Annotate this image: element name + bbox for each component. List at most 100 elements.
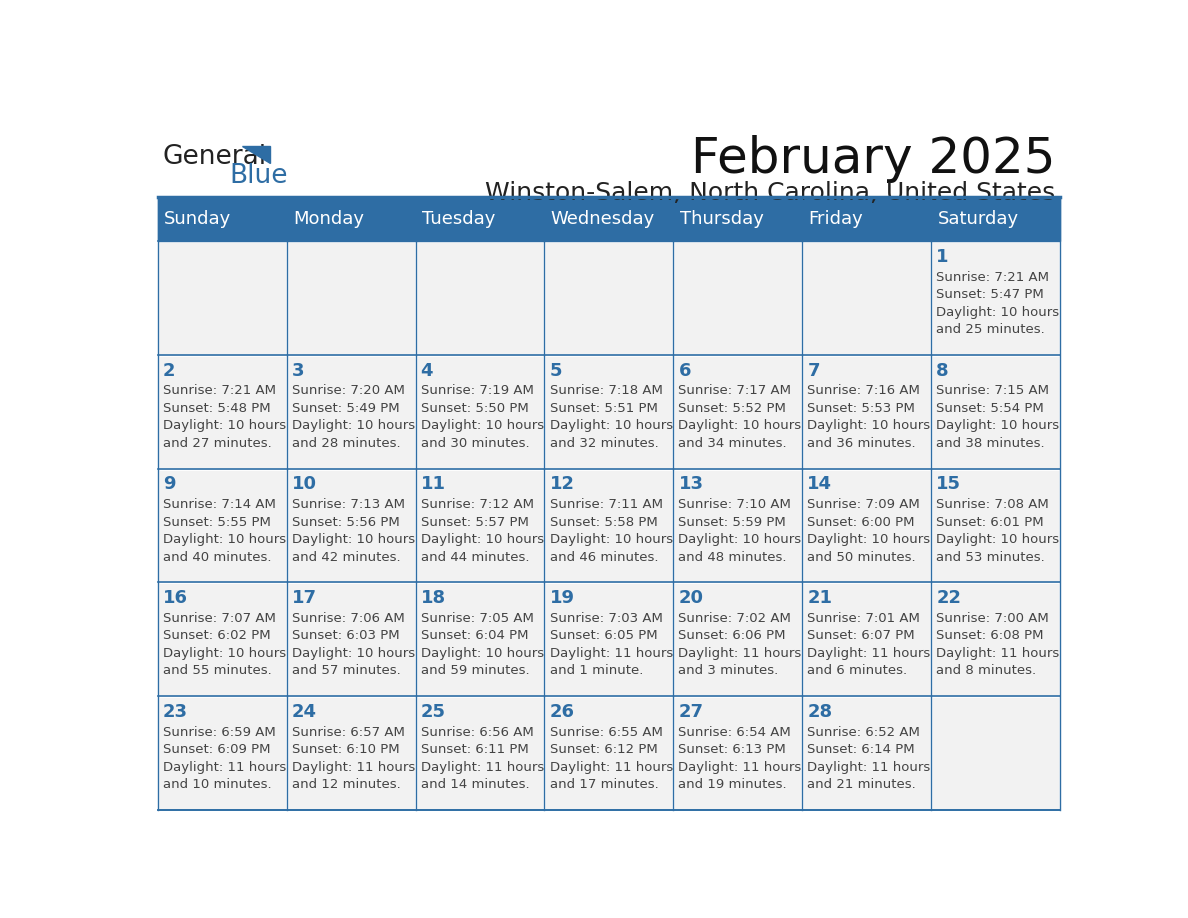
Text: Monday: Monday [293, 210, 364, 228]
Text: Sunrise: 7:09 AM
Sunset: 6:00 PM
Daylight: 10 hours
and 50 minutes.: Sunrise: 7:09 AM Sunset: 6:00 PM Dayligh… [808, 498, 930, 564]
Text: Sunrise: 7:18 AM
Sunset: 5:51 PM
Daylight: 10 hours
and 32 minutes.: Sunrise: 7:18 AM Sunset: 5:51 PM Dayligh… [550, 385, 672, 450]
FancyBboxPatch shape [674, 197, 802, 241]
Text: Sunrise: 7:01 AM
Sunset: 6:07 PM
Daylight: 11 hours
and 6 minutes.: Sunrise: 7:01 AM Sunset: 6:07 PM Dayligh… [808, 612, 930, 677]
Text: Sunrise: 6:56 AM
Sunset: 6:11 PM
Daylight: 11 hours
and 14 minutes.: Sunrise: 6:56 AM Sunset: 6:11 PM Dayligh… [421, 726, 544, 791]
Text: Sunrise: 7:13 AM
Sunset: 5:56 PM
Daylight: 10 hours
and 42 minutes.: Sunrise: 7:13 AM Sunset: 5:56 PM Dayligh… [292, 498, 415, 564]
Text: 20: 20 [678, 589, 703, 607]
Text: Sunrise: 7:12 AM
Sunset: 5:57 PM
Daylight: 10 hours
and 44 minutes.: Sunrise: 7:12 AM Sunset: 5:57 PM Dayligh… [421, 498, 544, 564]
Text: Sunrise: 7:19 AM
Sunset: 5:50 PM
Daylight: 10 hours
and 30 minutes.: Sunrise: 7:19 AM Sunset: 5:50 PM Dayligh… [421, 385, 544, 450]
Text: 8: 8 [936, 362, 949, 379]
Text: Blue: Blue [229, 163, 287, 189]
Text: Wednesday: Wednesday [551, 210, 655, 228]
FancyBboxPatch shape [931, 241, 1060, 354]
Text: 2: 2 [163, 362, 176, 379]
FancyBboxPatch shape [674, 696, 802, 810]
Text: 3: 3 [292, 362, 304, 379]
FancyBboxPatch shape [158, 696, 286, 810]
Text: 28: 28 [808, 703, 833, 721]
Text: 5: 5 [550, 362, 562, 379]
Text: 6: 6 [678, 362, 691, 379]
FancyBboxPatch shape [416, 696, 544, 810]
FancyBboxPatch shape [416, 468, 544, 582]
FancyBboxPatch shape [544, 354, 674, 468]
Text: Sunrise: 7:03 AM
Sunset: 6:05 PM
Daylight: 11 hours
and 1 minute.: Sunrise: 7:03 AM Sunset: 6:05 PM Dayligh… [550, 612, 672, 677]
Text: 13: 13 [678, 476, 703, 493]
Text: 12: 12 [550, 476, 575, 493]
FancyBboxPatch shape [158, 582, 286, 696]
FancyBboxPatch shape [286, 197, 416, 241]
Text: 25: 25 [421, 703, 446, 721]
FancyBboxPatch shape [158, 241, 286, 354]
Text: 15: 15 [936, 476, 961, 493]
Text: 10: 10 [292, 476, 317, 493]
FancyBboxPatch shape [674, 354, 802, 468]
FancyBboxPatch shape [544, 197, 674, 241]
FancyBboxPatch shape [158, 197, 286, 241]
Text: Sunrise: 7:07 AM
Sunset: 6:02 PM
Daylight: 10 hours
and 55 minutes.: Sunrise: 7:07 AM Sunset: 6:02 PM Dayligh… [163, 612, 286, 677]
Text: Sunrise: 7:11 AM
Sunset: 5:58 PM
Daylight: 10 hours
and 46 minutes.: Sunrise: 7:11 AM Sunset: 5:58 PM Dayligh… [550, 498, 672, 564]
Text: 18: 18 [421, 589, 446, 607]
Text: Sunrise: 7:08 AM
Sunset: 6:01 PM
Daylight: 10 hours
and 53 minutes.: Sunrise: 7:08 AM Sunset: 6:01 PM Dayligh… [936, 498, 1060, 564]
FancyBboxPatch shape [802, 197, 931, 241]
Text: Friday: Friday [809, 210, 864, 228]
Text: Sunrise: 6:55 AM
Sunset: 6:12 PM
Daylight: 11 hours
and 17 minutes.: Sunrise: 6:55 AM Sunset: 6:12 PM Dayligh… [550, 726, 672, 791]
Text: Sunrise: 7:16 AM
Sunset: 5:53 PM
Daylight: 10 hours
and 36 minutes.: Sunrise: 7:16 AM Sunset: 5:53 PM Dayligh… [808, 385, 930, 450]
FancyBboxPatch shape [416, 197, 544, 241]
FancyBboxPatch shape [544, 582, 674, 696]
Text: 17: 17 [292, 589, 317, 607]
Text: Sunrise: 6:52 AM
Sunset: 6:14 PM
Daylight: 11 hours
and 21 minutes.: Sunrise: 6:52 AM Sunset: 6:14 PM Dayligh… [808, 726, 930, 791]
FancyBboxPatch shape [416, 241, 544, 354]
Text: Sunrise: 6:54 AM
Sunset: 6:13 PM
Daylight: 11 hours
and 19 minutes.: Sunrise: 6:54 AM Sunset: 6:13 PM Dayligh… [678, 726, 802, 791]
FancyBboxPatch shape [158, 354, 286, 468]
FancyBboxPatch shape [544, 468, 674, 582]
Text: Sunrise: 7:15 AM
Sunset: 5:54 PM
Daylight: 10 hours
and 38 minutes.: Sunrise: 7:15 AM Sunset: 5:54 PM Dayligh… [936, 385, 1060, 450]
Text: 21: 21 [808, 589, 833, 607]
Text: Saturday: Saturday [937, 210, 1018, 228]
Text: Tuesday: Tuesday [422, 210, 495, 228]
FancyBboxPatch shape [802, 696, 931, 810]
Text: 22: 22 [936, 589, 961, 607]
FancyBboxPatch shape [158, 468, 286, 582]
Text: 16: 16 [163, 589, 188, 607]
Text: Sunrise: 7:14 AM
Sunset: 5:55 PM
Daylight: 10 hours
and 40 minutes.: Sunrise: 7:14 AM Sunset: 5:55 PM Dayligh… [163, 498, 286, 564]
FancyBboxPatch shape [802, 582, 931, 696]
Text: 7: 7 [808, 362, 820, 379]
FancyBboxPatch shape [544, 241, 674, 354]
Text: 27: 27 [678, 703, 703, 721]
Text: February 2025: February 2025 [691, 135, 1055, 183]
Text: 24: 24 [292, 703, 317, 721]
Text: Sunrise: 7:00 AM
Sunset: 6:08 PM
Daylight: 11 hours
and 8 minutes.: Sunrise: 7:00 AM Sunset: 6:08 PM Dayligh… [936, 612, 1060, 677]
FancyBboxPatch shape [286, 241, 416, 354]
Text: Sunrise: 7:21 AM
Sunset: 5:48 PM
Daylight: 10 hours
and 27 minutes.: Sunrise: 7:21 AM Sunset: 5:48 PM Dayligh… [163, 385, 286, 450]
Text: 4: 4 [421, 362, 434, 379]
FancyBboxPatch shape [931, 582, 1060, 696]
Text: Thursday: Thursday [680, 210, 764, 228]
FancyBboxPatch shape [802, 354, 931, 468]
Text: Sunrise: 6:57 AM
Sunset: 6:10 PM
Daylight: 11 hours
and 12 minutes.: Sunrise: 6:57 AM Sunset: 6:10 PM Dayligh… [292, 726, 415, 791]
FancyBboxPatch shape [931, 354, 1060, 468]
Text: Sunrise: 7:21 AM
Sunset: 5:47 PM
Daylight: 10 hours
and 25 minutes.: Sunrise: 7:21 AM Sunset: 5:47 PM Dayligh… [936, 271, 1060, 336]
FancyBboxPatch shape [416, 354, 544, 468]
FancyBboxPatch shape [674, 582, 802, 696]
Text: Sunrise: 7:20 AM
Sunset: 5:49 PM
Daylight: 10 hours
and 28 minutes.: Sunrise: 7:20 AM Sunset: 5:49 PM Dayligh… [292, 385, 415, 450]
FancyBboxPatch shape [286, 354, 416, 468]
Text: 19: 19 [550, 589, 575, 607]
Text: General: General [163, 144, 266, 170]
FancyBboxPatch shape [802, 468, 931, 582]
Text: Sunrise: 7:05 AM
Sunset: 6:04 PM
Daylight: 10 hours
and 59 minutes.: Sunrise: 7:05 AM Sunset: 6:04 PM Dayligh… [421, 612, 544, 677]
Polygon shape [242, 145, 270, 163]
Text: 9: 9 [163, 476, 176, 493]
FancyBboxPatch shape [931, 696, 1060, 810]
Text: Sunrise: 7:06 AM
Sunset: 6:03 PM
Daylight: 10 hours
and 57 minutes.: Sunrise: 7:06 AM Sunset: 6:03 PM Dayligh… [292, 612, 415, 677]
FancyBboxPatch shape [416, 582, 544, 696]
Text: 14: 14 [808, 476, 833, 493]
Text: Sunday: Sunday [164, 210, 232, 228]
Text: 1: 1 [936, 248, 949, 265]
Text: 11: 11 [421, 476, 446, 493]
Text: Sunrise: 6:59 AM
Sunset: 6:09 PM
Daylight: 11 hours
and 10 minutes.: Sunrise: 6:59 AM Sunset: 6:09 PM Dayligh… [163, 726, 286, 791]
FancyBboxPatch shape [802, 241, 931, 354]
FancyBboxPatch shape [286, 468, 416, 582]
FancyBboxPatch shape [544, 696, 674, 810]
Text: 26: 26 [550, 703, 575, 721]
FancyBboxPatch shape [286, 696, 416, 810]
